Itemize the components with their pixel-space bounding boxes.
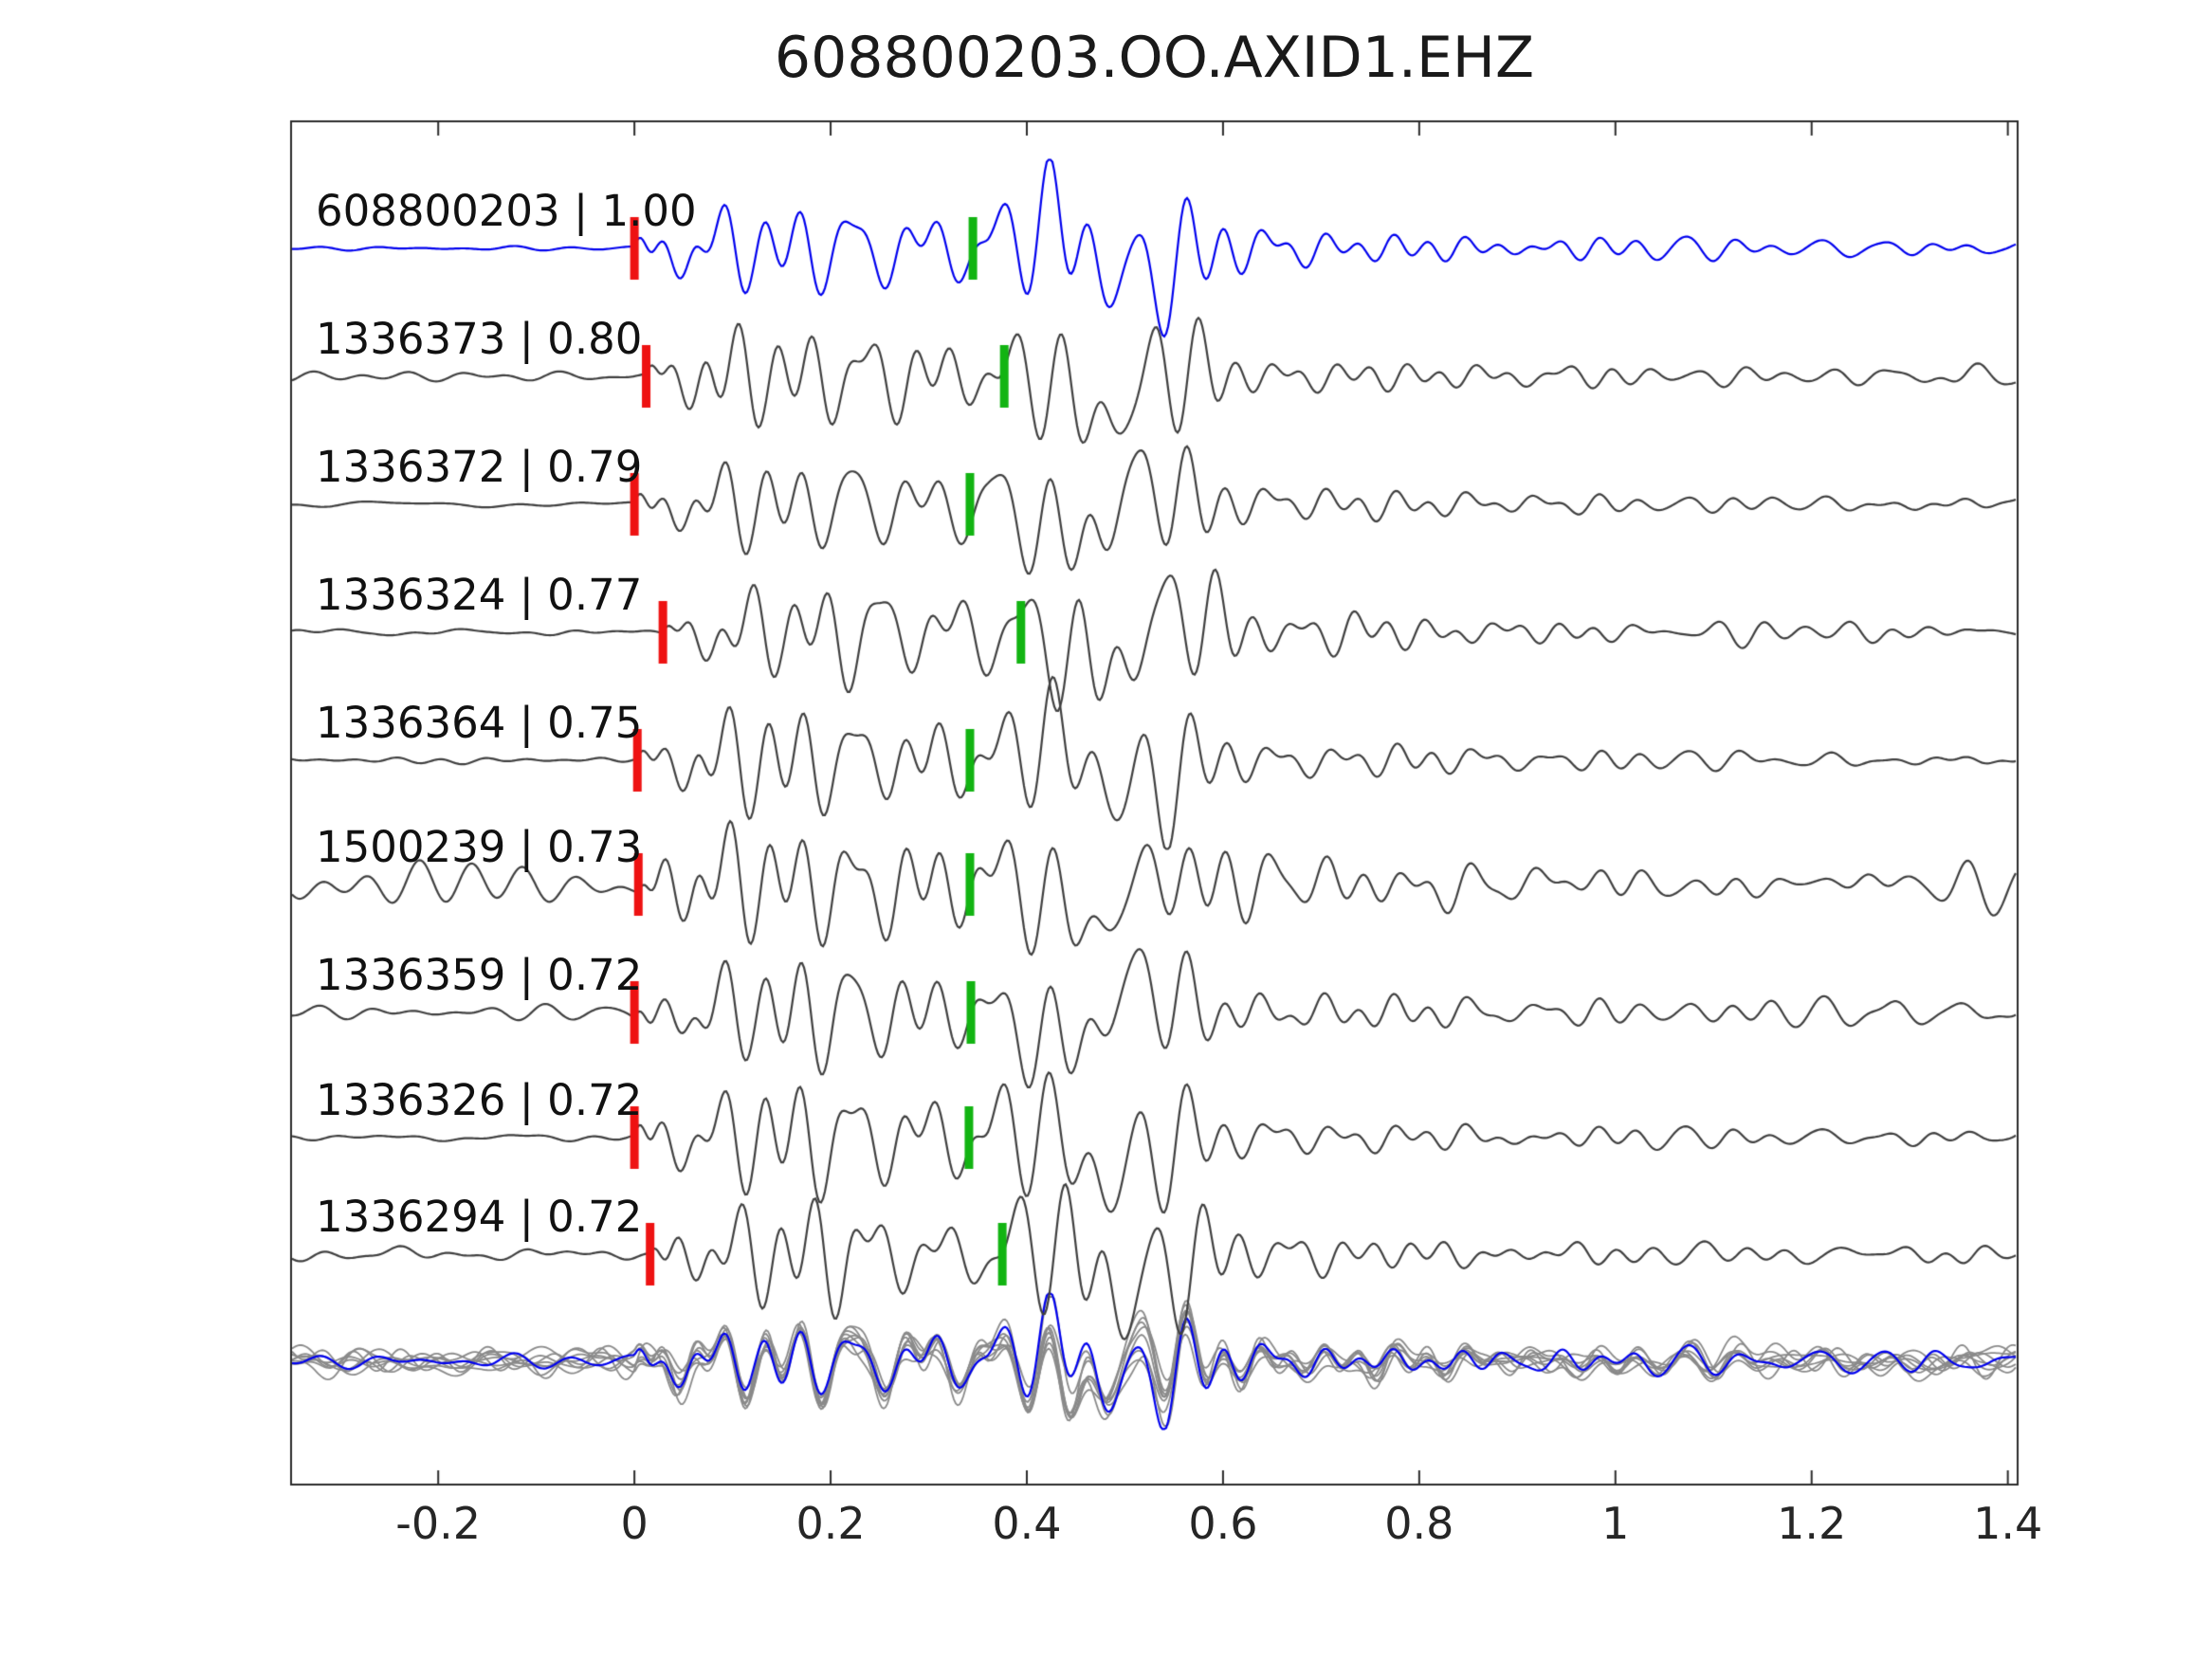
x-tick-label-0: 0 xyxy=(620,1498,649,1549)
trace-label-1336326: 1336326 | 0.72 xyxy=(316,1075,643,1125)
x-tick-label-0.2: 0.2 xyxy=(795,1498,866,1549)
trace-label-608800203: 608800203 | 1.00 xyxy=(316,186,697,236)
trace-label-1336372: 1336372 | 0.79 xyxy=(316,442,643,492)
trace-label-1336373: 1336373 | 0.80 xyxy=(316,314,643,364)
trace-label-1336294: 1336294 | 0.72 xyxy=(316,1192,643,1242)
x-tick-label--0.2: -0.2 xyxy=(395,1498,482,1549)
x-tick-label-0.8: 0.8 xyxy=(1384,1498,1454,1549)
x-tick-label-1.2: 1.2 xyxy=(1777,1498,1847,1549)
trace-label-1336324: 1336324 | 0.77 xyxy=(316,570,643,620)
x-tick-label-0.4: 0.4 xyxy=(992,1498,1062,1549)
x-tick-label-1: 1 xyxy=(1601,1498,1630,1549)
trace-label-1336359: 1336359 | 0.72 xyxy=(316,950,643,1000)
x-tick-label-1.4: 1.4 xyxy=(1973,1498,2043,1549)
x-tick-label-0.6: 0.6 xyxy=(1188,1498,1258,1549)
trace-label-1336364: 1336364 | 0.75 xyxy=(316,698,643,748)
trace-label-1500239: 1500239 | 0.73 xyxy=(316,822,643,872)
